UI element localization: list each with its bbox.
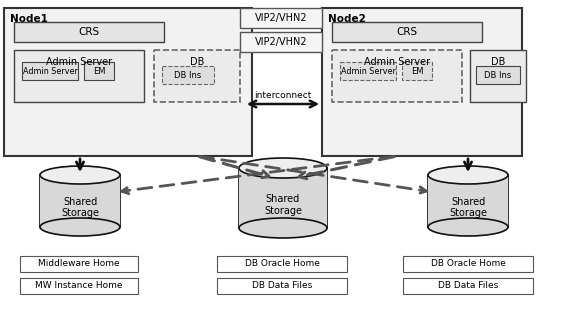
Ellipse shape — [428, 166, 508, 184]
Bar — [14, 50, 144, 102]
Bar — [162, 66, 214, 84]
Ellipse shape — [428, 218, 508, 236]
Bar — [240, 32, 322, 52]
Bar — [476, 66, 520, 84]
Bar — [217, 256, 347, 272]
Text: EM: EM — [411, 67, 423, 75]
Ellipse shape — [40, 166, 120, 184]
Text: DB Oracle Home: DB Oracle Home — [245, 260, 319, 268]
Text: Admin Server: Admin Server — [22, 67, 77, 75]
Text: MW Instance Home: MW Instance Home — [35, 281, 123, 290]
Text: DB Data Files: DB Data Files — [438, 281, 498, 290]
Text: Admin Server: Admin Server — [364, 57, 430, 67]
Bar — [14, 22, 164, 42]
Bar — [332, 50, 462, 102]
Text: Admin Server: Admin Server — [46, 57, 112, 67]
Ellipse shape — [40, 218, 120, 236]
Text: CRS: CRS — [396, 27, 418, 37]
Bar — [4, 8, 252, 156]
Text: Admin Server: Admin Server — [340, 67, 395, 75]
Text: Shared
Storage: Shared Storage — [61, 197, 99, 218]
Text: DB Ins: DB Ins — [174, 70, 201, 80]
Bar — [470, 50, 526, 102]
Text: DB: DB — [190, 57, 204, 67]
Bar — [84, 62, 114, 80]
Bar — [403, 256, 533, 272]
Polygon shape — [428, 175, 508, 227]
Bar — [22, 62, 78, 80]
Bar — [322, 8, 522, 156]
Text: CRS: CRS — [78, 27, 100, 37]
Text: DB Data Files: DB Data Files — [252, 281, 312, 290]
Text: EM: EM — [93, 67, 105, 75]
Text: VIP2/VHN2: VIP2/VHN2 — [255, 37, 307, 47]
Bar — [402, 62, 432, 80]
Text: DB Oracle Home: DB Oracle Home — [431, 260, 506, 268]
Polygon shape — [239, 168, 327, 228]
Text: Node2: Node2 — [328, 14, 366, 24]
Bar — [240, 8, 322, 28]
Text: VIP2/VHN2: VIP2/VHN2 — [255, 13, 307, 23]
Bar — [403, 278, 533, 294]
Bar — [332, 22, 482, 42]
Polygon shape — [40, 175, 120, 227]
Text: DB Ins: DB Ins — [484, 70, 511, 80]
Text: interconnect: interconnect — [255, 90, 312, 100]
Ellipse shape — [239, 158, 327, 178]
Text: Shared
Storage: Shared Storage — [264, 194, 302, 216]
Text: Shared
Storage: Shared Storage — [449, 197, 487, 218]
Bar — [340, 62, 396, 80]
Bar — [217, 278, 347, 294]
Text: Middleware Home: Middleware Home — [38, 260, 120, 268]
Text: Node1: Node1 — [10, 14, 48, 24]
Ellipse shape — [239, 218, 327, 238]
Text: DB: DB — [491, 57, 505, 67]
Bar — [154, 50, 240, 102]
Bar — [20, 256, 138, 272]
Bar — [20, 278, 138, 294]
